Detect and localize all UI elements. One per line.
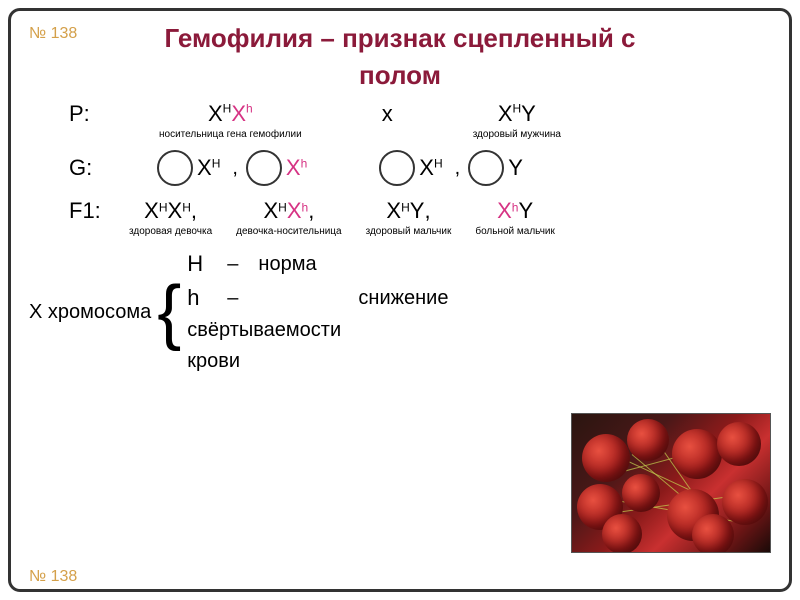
p-row: P: XHXh носительница гена гемофилии x XH…: [29, 101, 771, 140]
gamete-allele: Xh: [286, 155, 307, 181]
allele: Y: [508, 155, 523, 181]
blood-cell-icon: [672, 429, 722, 479]
blood-cell-icon: [627, 419, 669, 461]
gamete-circle-icon: [157, 150, 193, 186]
f1-offspring: XHXh,девочка-носительница: [236, 198, 341, 237]
f1-label: F1:: [69, 198, 129, 224]
blood-cell-icon: [602, 514, 642, 553]
cross-symbol: x: [382, 101, 393, 127]
p-content: XHXh носительница гена гемофилии x XHY з…: [129, 101, 771, 140]
allele: Y: [521, 101, 536, 127]
allele: XH: [168, 198, 191, 224]
allele: XH: [197, 155, 220, 181]
allele: Y: [410, 198, 425, 224]
f1-caption: девочка-носительница: [236, 226, 341, 237]
blood-cell-icon: [622, 474, 660, 512]
allele: Y: [518, 198, 533, 224]
legend-row-h2: свёртываемости: [187, 319, 448, 342]
allele: XH: [419, 155, 442, 181]
allele: Xh: [286, 155, 307, 181]
allele: Xh: [497, 198, 518, 224]
slide-frame: № 138 Гемофилия – признак сцепленный с п…: [8, 8, 792, 592]
blood-cells-image: [571, 413, 771, 553]
gamete-circle-icon: [468, 150, 504, 186]
f1-offspring: XHY,здоровый мальчик: [366, 198, 452, 237]
g-row: G: XH,XhXH,Y: [29, 150, 771, 186]
gamete-circle-icon: [246, 150, 282, 186]
p-label: P:: [69, 101, 129, 127]
f1-caption: больной мальчик: [475, 226, 555, 237]
gamete-allele: XH: [197, 155, 220, 181]
legend-block: H – норма h – снижение свёртываемости кр…: [187, 251, 448, 373]
legend-row-H: H – норма: [187, 251, 448, 277]
blood-cell-icon: [582, 434, 630, 482]
blood-cell-icon: [717, 422, 761, 466]
allele: XH: [386, 198, 409, 224]
f1-offspring: XhYбольной мальчик: [475, 198, 555, 237]
title-line2: полом: [29, 60, 771, 91]
slide-number-bottom: № 138: [29, 568, 77, 586]
title-line1: Гемофилия – признак сцепленный с: [29, 23, 771, 54]
f1-caption: здоровый мальчик: [366, 226, 452, 237]
allele: Xh: [231, 101, 252, 127]
parent2: XHY здоровый мужчина: [473, 101, 561, 140]
blood-cell-icon: [722, 479, 768, 525]
legend-row-h3: крови: [187, 350, 448, 373]
legend-area: X хромосома { H – норма h – снижение свё…: [29, 251, 771, 373]
blood-cell-icon: [692, 514, 734, 553]
g-label: G:: [69, 155, 129, 181]
parent2-caption: здоровый мужчина: [473, 129, 561, 140]
allele: XH: [144, 198, 167, 224]
gamete-circle-icon: [379, 150, 415, 186]
parent1-caption: носительница гена гемофилии: [159, 129, 302, 140]
allele: XH: [498, 101, 521, 127]
parent1: XHXh носительница гена гемофилии: [159, 101, 302, 140]
allele: XH: [263, 198, 286, 224]
gamete-allele: Y: [508, 155, 523, 181]
legend-row-h: h – снижение: [187, 285, 448, 311]
allele: XH: [208, 101, 231, 127]
gamete-allele: XH: [419, 155, 442, 181]
f1-row: F1: XHXH,здоровая девочка XHXh,девочка-но…: [29, 198, 771, 237]
f1-caption: здоровая девочка: [129, 226, 212, 237]
x-chromosome-label: X хромосома: [29, 301, 151, 324]
f1-offspring: XHXH,здоровая девочка: [129, 198, 212, 237]
allele: Xh: [287, 198, 308, 224]
brace-icon: {: [157, 282, 181, 342]
f1-content: XHXH,здоровая девочка XHXh,девочка-носите…: [129, 198, 555, 237]
